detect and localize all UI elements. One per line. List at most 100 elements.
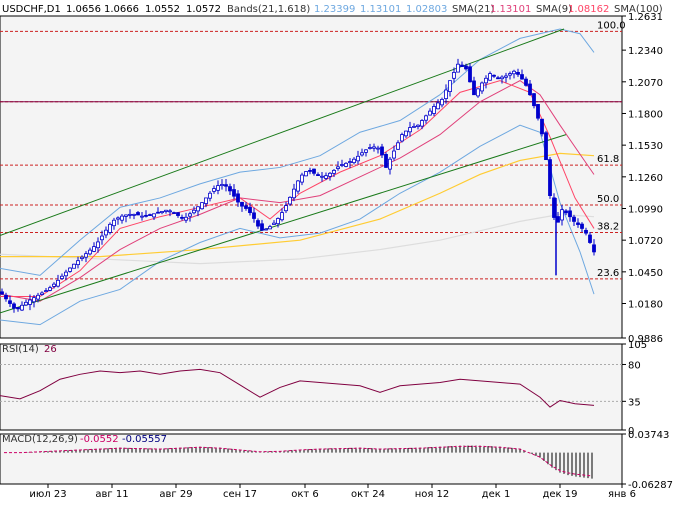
- candle-body: [164, 209, 168, 212]
- date-tick-label: ноя 12: [415, 489, 450, 500]
- candle-body: [572, 216, 576, 222]
- candle-body: [372, 146, 376, 149]
- candle: [464, 63, 468, 71]
- candle-body: [180, 216, 184, 219]
- lower-band-line: [0, 124, 595, 326]
- macd-tick-label: 0.03743: [628, 430, 669, 441]
- candle: [80, 255, 84, 262]
- candle: [56, 274, 60, 288]
- candle-body: [488, 73, 492, 81]
- candle-body: [236, 193, 240, 203]
- candle-body: [268, 226, 272, 230]
- symbol-label: USDCHF,D1: [2, 4, 61, 15]
- candle: [104, 226, 108, 239]
- candle: [468, 63, 472, 83]
- candle-body: [336, 166, 340, 169]
- candle: [496, 75, 500, 80]
- macd-label: MACD(12,26,9): [2, 434, 78, 445]
- candle-body: [420, 120, 424, 127]
- candle-body: [88, 249, 92, 255]
- candle-body: [160, 211, 164, 214]
- candle-body: [212, 188, 216, 192]
- candle-body: [416, 124, 420, 127]
- date-tick-label: сен 17: [223, 489, 257, 500]
- bands-mid-value: 1.13101: [360, 4, 401, 15]
- candle: [144, 210, 148, 218]
- candle: [560, 204, 564, 226]
- candle-body: [344, 162, 348, 167]
- candle: [248, 202, 252, 216]
- candle: [480, 81, 484, 94]
- date-tick-label: окт 24: [351, 489, 385, 500]
- candle: [384, 152, 388, 168]
- candle-body: [280, 212, 284, 221]
- date-tick-label: июл 23: [29, 489, 66, 500]
- candle: [332, 169, 336, 178]
- candle-body: [532, 93, 536, 107]
- candle-body: [496, 77, 500, 80]
- candle: [484, 75, 488, 89]
- candle: [108, 222, 112, 235]
- candle: [308, 167, 312, 175]
- candle: [72, 263, 76, 269]
- candle-body: [260, 223, 264, 231]
- candle: [276, 217, 280, 228]
- candle: [544, 130, 548, 161]
- candle-body: [220, 184, 224, 187]
- candle-body: [480, 82, 484, 92]
- candle: [324, 172, 328, 181]
- candle: [388, 157, 392, 175]
- candle-body: [288, 196, 292, 205]
- candle: [392, 145, 396, 161]
- candle: [380, 143, 384, 159]
- candle-body: [108, 223, 112, 233]
- candle: [592, 239, 596, 256]
- candle-body: [492, 74, 496, 77]
- candle: [360, 148, 364, 157]
- candle: [428, 108, 432, 116]
- candle: [352, 157, 356, 165]
- candle: [564, 209, 568, 216]
- candle: [192, 206, 196, 215]
- price-tick-label: 1.1800: [628, 109, 663, 120]
- candle-body: [540, 118, 544, 135]
- candle: [588, 232, 592, 244]
- candle: [148, 213, 152, 216]
- bands-label: Bands(21,1.618): [227, 4, 310, 15]
- candle-body: [368, 147, 372, 149]
- candle: [12, 302, 16, 313]
- candle-body: [68, 267, 72, 272]
- rsi-value: 26: [44, 344, 57, 355]
- candle: [420, 119, 424, 130]
- candle: [244, 202, 248, 211]
- candle-body: [548, 159, 552, 196]
- candle-body: [360, 152, 364, 156]
- candle-body: [276, 218, 280, 225]
- candle-body: [352, 158, 356, 164]
- ohlc-high: 1.0666: [104, 4, 139, 15]
- candle: [196, 206, 200, 217]
- candle: [328, 171, 332, 181]
- candle: [316, 172, 320, 177]
- candle-body: [40, 292, 44, 295]
- candle-body: [240, 201, 244, 207]
- candle-body: [452, 72, 456, 79]
- candle: [304, 171, 308, 177]
- candle: [132, 213, 136, 220]
- candle-body: [536, 104, 540, 119]
- candle-body: [12, 303, 16, 309]
- candle-body: [332, 169, 336, 174]
- candle-body: [356, 155, 360, 162]
- candle-body: [384, 154, 388, 168]
- candle-body: [76, 260, 80, 266]
- candle-body: [512, 70, 516, 75]
- candle: [204, 197, 208, 208]
- candle: [292, 183, 296, 202]
- candle-body: [48, 287, 52, 291]
- macd-signal-value: -0.05557: [122, 434, 167, 445]
- candle-body: [80, 256, 84, 259]
- candle-body: [340, 164, 344, 166]
- candle: [356, 150, 360, 165]
- candle-body: [560, 209, 564, 221]
- candle-body: [520, 74, 524, 80]
